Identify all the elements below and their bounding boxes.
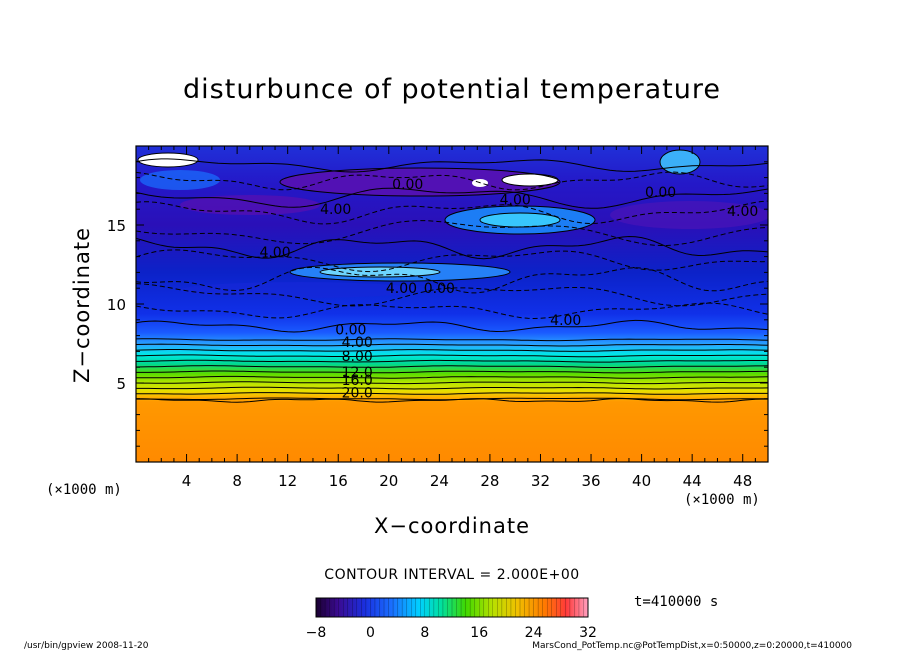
contour-line bbox=[136, 359, 768, 363]
y-tick-label: 5 bbox=[116, 375, 126, 393]
closed-contour bbox=[137, 152, 199, 168]
x-tick-label: 40 bbox=[632, 472, 651, 490]
x-tick-label: 28 bbox=[480, 472, 499, 490]
contour-line bbox=[136, 375, 768, 379]
contour-label: 16.0 bbox=[342, 373, 373, 389]
contour-label: 20.0 bbox=[342, 385, 373, 401]
contour-label: 4.00 bbox=[259, 245, 290, 261]
chart-title: disturbunce of potential temperature bbox=[183, 74, 721, 105]
y-tick-label: 15 bbox=[107, 217, 126, 235]
contour-label: 4.00 bbox=[342, 335, 373, 351]
x-tick-label: 48 bbox=[733, 472, 752, 490]
contour-line bbox=[136, 370, 768, 374]
colorbar-stripes bbox=[320, 598, 584, 617]
colorbar: −8 0 8 16 24 32 bbox=[306, 597, 597, 641]
contour-label: 12.0 bbox=[342, 365, 373, 381]
colorbar-ticks: −8 0 8 16 24 32 bbox=[306, 625, 597, 641]
negative-contour-line bbox=[136, 171, 768, 191]
negative-contour-line bbox=[136, 283, 768, 307]
contour-line bbox=[136, 338, 768, 342]
contour-line bbox=[136, 235, 768, 260]
y-axis: 5 10 15 bbox=[107, 161, 768, 447]
closed-contour bbox=[479, 212, 561, 228]
contour-label: 4.00 bbox=[320, 202, 351, 218]
negative-contour-line bbox=[136, 249, 768, 273]
contour-label: 4.00 bbox=[550, 313, 581, 329]
x-tick-label: 16 bbox=[329, 472, 348, 490]
contour-label: 4.00 bbox=[500, 193, 531, 209]
x-tick-label: 20 bbox=[379, 472, 398, 490]
contour-line bbox=[136, 354, 768, 358]
contour-line bbox=[136, 343, 768, 347]
colorbar-tick-label: 8 bbox=[420, 625, 429, 641]
negative-contour-line bbox=[136, 200, 768, 225]
x-axis-label: X−coordinate bbox=[374, 514, 530, 538]
colorbar-tick-label: 0 bbox=[366, 625, 375, 641]
contour-label: 0.00 bbox=[424, 281, 455, 297]
negative-contour-line bbox=[136, 302, 768, 320]
negative-contour-line bbox=[136, 266, 768, 294]
contour-interval-label: CONTOUR INTERVAL = 2.000E+00 bbox=[324, 567, 580, 583]
contour-label: 0.00 bbox=[645, 185, 676, 201]
x-tick-label: 24 bbox=[430, 472, 449, 490]
closed-contour bbox=[289, 262, 511, 282]
contour-label: 0.00 bbox=[392, 177, 423, 193]
x-tick-label: 44 bbox=[683, 472, 702, 490]
colorbar-tick-label: 32 bbox=[579, 625, 597, 641]
x-tick-label: 8 bbox=[232, 472, 242, 490]
contour-line bbox=[136, 365, 768, 368]
y-axis-label: Z−coordinate bbox=[70, 227, 94, 383]
negative-contour-line bbox=[136, 220, 768, 246]
contour-labels: 0.004.004.000.004.004.004.00 0.004.000.00… bbox=[259, 177, 758, 402]
contour-line bbox=[136, 386, 768, 390]
x-tick-label: 32 bbox=[531, 472, 550, 490]
closed-contour bbox=[501, 173, 559, 187]
contour-line bbox=[136, 349, 768, 352]
colorbar-tick-label: 24 bbox=[525, 625, 543, 641]
contour-label: 4.00 bbox=[727, 204, 758, 220]
closed-contour bbox=[444, 205, 596, 235]
contour-label: 0.00 bbox=[335, 322, 366, 338]
colorbar-frame bbox=[315, 597, 589, 618]
y-tick-label: 10 bbox=[107, 296, 126, 314]
colorbar-tick-label: −8 bbox=[306, 625, 327, 641]
time-label: t=410000 s bbox=[634, 594, 719, 610]
footer-program-date: /usr/bin/gpview 2008-11-20 bbox=[24, 641, 149, 651]
contour-line bbox=[136, 392, 768, 395]
contour-label: 4.00 bbox=[386, 281, 417, 297]
contour-line bbox=[136, 381, 768, 385]
x-tick-label: 36 bbox=[581, 472, 600, 490]
x-unit-label-left: (×1000 m) bbox=[46, 482, 122, 498]
contour-line bbox=[136, 319, 768, 333]
contour-line bbox=[136, 398, 768, 403]
x-tick-label: 4 bbox=[182, 472, 192, 490]
contour-label: 8.00 bbox=[342, 349, 373, 365]
contour-lines bbox=[136, 149, 768, 403]
x-unit-label-right: (×1000 m) bbox=[684, 492, 760, 508]
closed-contour bbox=[279, 167, 561, 197]
closed-contour bbox=[319, 266, 441, 278]
x-axis: 4 8 12 16 20 24 28 32 36 40 44 48 bbox=[148, 146, 756, 490]
footer-source-file: MarsCond_PotTemp.nc@PotTempDist,x=0:5000… bbox=[532, 641, 852, 651]
x-tick-label: 12 bbox=[278, 472, 297, 490]
colorbar-tick-label: 16 bbox=[470, 625, 488, 641]
contour-line bbox=[136, 187, 768, 209]
